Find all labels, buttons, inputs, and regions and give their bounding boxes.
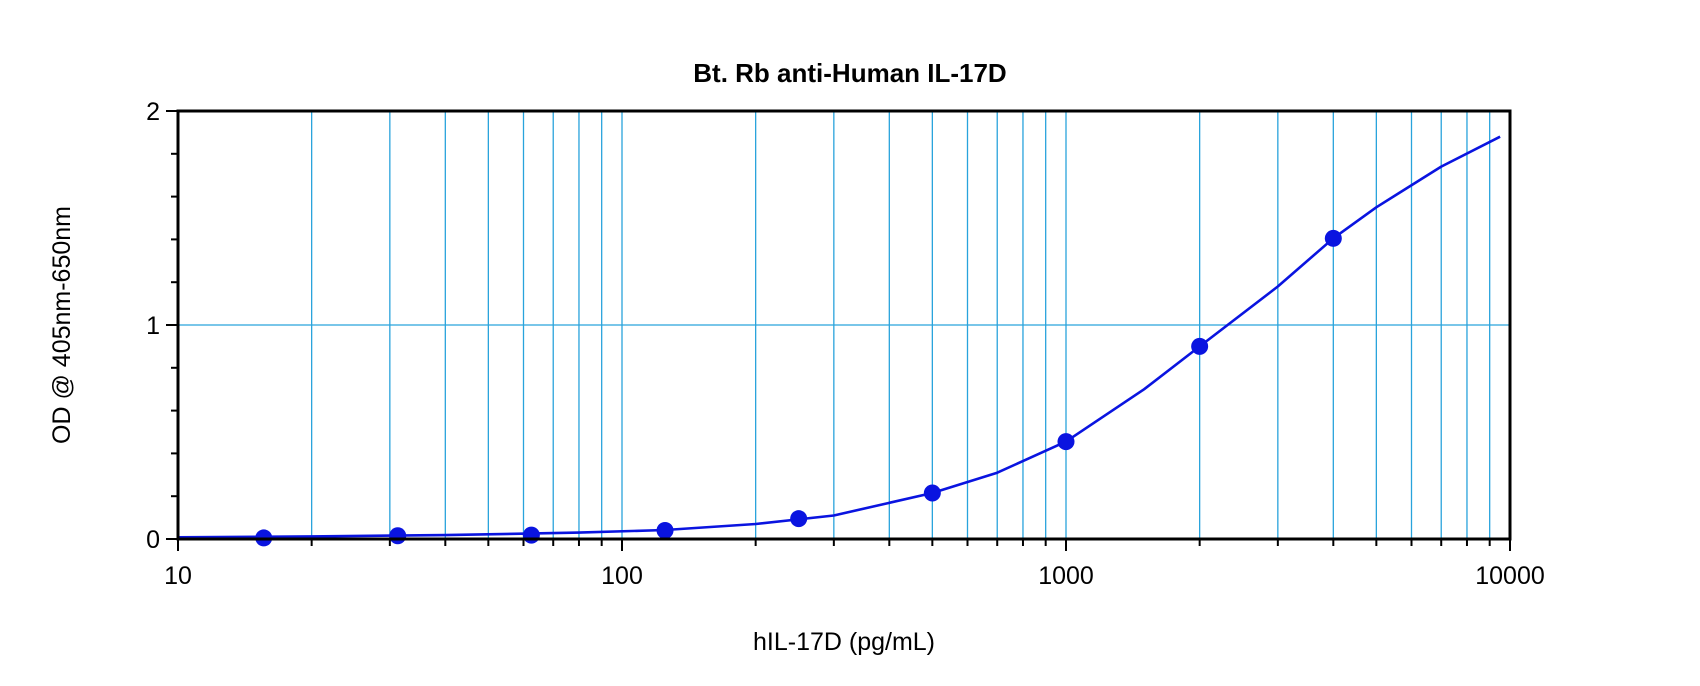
data-point [1191, 337, 1209, 355]
y-tick-label: 1 [146, 312, 160, 340]
y-axis-label: OD @ 405nm-650nm [48, 206, 76, 444]
x-tick-label: 1000 [1038, 562, 1094, 590]
chart-title: Bt. Rb anti-Human IL-17D [693, 58, 1006, 88]
data-point [522, 526, 540, 544]
x-tick-label: 10000 [1475, 562, 1545, 590]
y-tick-label: 2 [146, 98, 160, 126]
axes: 10 100 1000 10000 0 1 2 [146, 98, 1545, 590]
x-tick-label: 10 [164, 562, 192, 590]
x-tick-label: 100 [601, 562, 643, 590]
data-point [923, 484, 941, 502]
y-tick-label: 0 [146, 526, 160, 554]
data-point [790, 510, 808, 528]
x-axis-label: hIL-17D (pg/mL) [753, 628, 935, 656]
series-layer [177, 135, 1501, 547]
data-point [1057, 433, 1075, 451]
fit-curve [177, 135, 1501, 539]
grid [178, 111, 1510, 539]
data-point [656, 521, 674, 539]
data-point [1324, 229, 1342, 247]
data-point [389, 527, 407, 545]
